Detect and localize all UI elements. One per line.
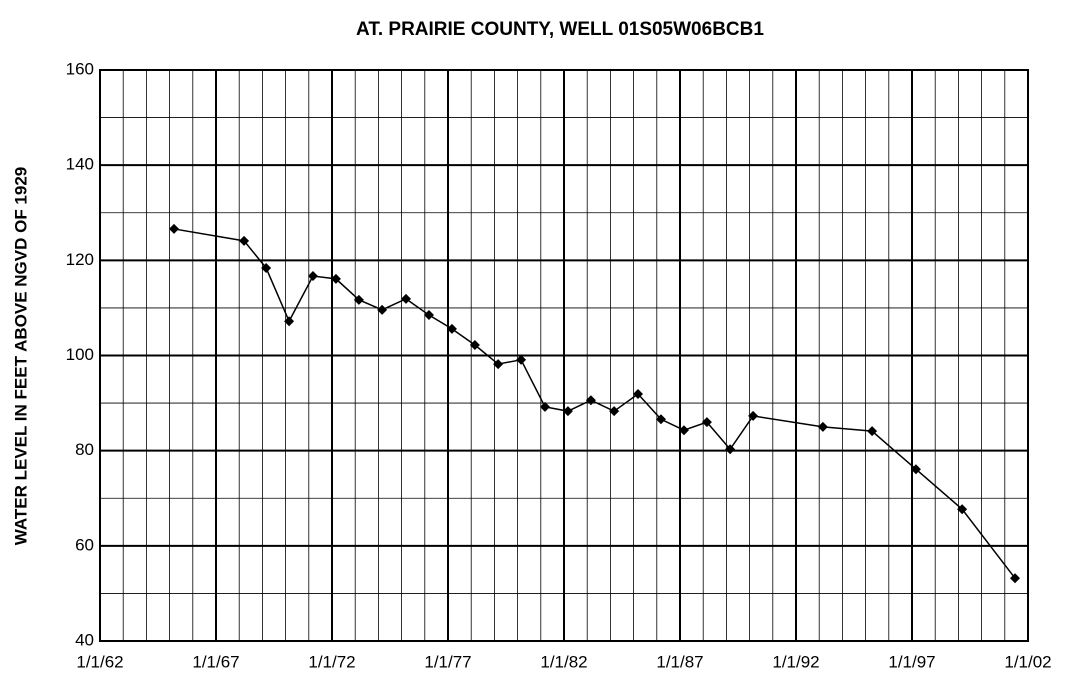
data-point xyxy=(307,271,318,282)
data-point xyxy=(701,417,712,428)
x-tick-label: 1/1/77 xyxy=(424,652,471,671)
x-tick-label: 1/1/67 xyxy=(192,652,239,671)
data-point xyxy=(516,354,527,365)
data-point xyxy=(817,421,828,432)
plot-frame xyxy=(99,69,1029,642)
data-point xyxy=(377,304,388,315)
data-point xyxy=(562,406,573,417)
chart-title: AT. PRAIRIE COUNTY, WELL 01S05W06BCB1 xyxy=(356,19,764,40)
y-axis-label: WATER LEVEL IN FEET ABOVE NGVD OF 1929 xyxy=(11,167,30,545)
y-tick-label: 60 xyxy=(75,535,94,554)
data-point xyxy=(609,406,620,417)
data-point xyxy=(910,464,921,475)
data-point xyxy=(239,235,250,246)
data-point xyxy=(633,389,644,400)
data-point xyxy=(867,426,878,437)
data-point xyxy=(678,425,689,436)
x-tick-label: 1/1/97 xyxy=(888,652,935,671)
y-tick-label: 120 xyxy=(66,250,94,269)
data-point xyxy=(469,340,480,351)
data-point xyxy=(585,395,596,406)
x-tick-label: 1/1/82 xyxy=(540,652,587,671)
data-point xyxy=(539,401,550,412)
y-tick-label: 140 xyxy=(66,155,94,174)
x-tick-label: 1/1/92 xyxy=(772,652,819,671)
data-point xyxy=(446,323,457,334)
y-tick-label: 160 xyxy=(66,59,94,78)
x-tick-label: 1/1/62 xyxy=(76,652,123,671)
data-point xyxy=(1010,573,1021,584)
y-tick-label: 80 xyxy=(75,440,94,459)
data-point xyxy=(330,273,341,284)
data-point xyxy=(284,316,295,327)
y-tick-label: 100 xyxy=(66,345,94,364)
data-point xyxy=(353,294,364,305)
data-point xyxy=(725,444,736,455)
data-point xyxy=(169,223,180,234)
data-point xyxy=(493,359,504,370)
x-tick-label: 1/1/02 xyxy=(1004,652,1051,671)
y-tick-label: 40 xyxy=(75,630,94,649)
data-point xyxy=(401,293,412,304)
x-tick-label: 1/1/72 xyxy=(308,652,355,671)
data-point xyxy=(748,410,759,421)
data-point xyxy=(423,310,434,321)
data-point xyxy=(957,504,968,515)
data-point xyxy=(261,262,272,273)
data-point xyxy=(655,414,666,425)
x-tick-label: 1/1/87 xyxy=(656,652,703,671)
